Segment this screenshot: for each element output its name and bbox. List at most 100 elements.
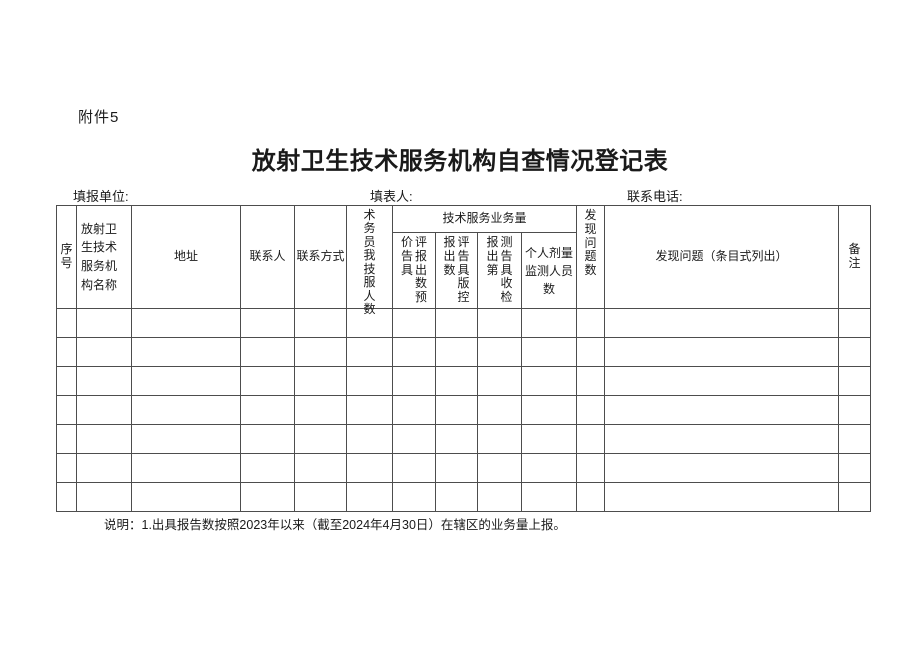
empty-cell[interactable] <box>392 424 436 454</box>
empty-cell[interactable] <box>346 453 393 483</box>
empty-cell[interactable] <box>435 482 478 512</box>
empty-cell[interactable] <box>76 337 132 367</box>
empty-cell[interactable] <box>520 424 578 454</box>
empty-cell[interactable] <box>520 308 578 338</box>
empty-cell[interactable] <box>392 308 436 338</box>
empty-cell[interactable] <box>131 395 241 425</box>
empty-cell[interactable] <box>240 453 295 483</box>
empty-cell[interactable] <box>76 424 132 454</box>
empty-cell[interactable] <box>131 482 241 512</box>
empty-cell[interactable] <box>392 453 436 483</box>
empty-cell[interactable] <box>477 424 522 454</box>
empty-cell[interactable] <box>76 395 132 425</box>
empty-cell[interactable] <box>131 424 241 454</box>
empty-cell[interactable] <box>604 308 840 338</box>
empty-cell[interactable] <box>435 366 478 396</box>
empty-cell[interactable] <box>477 337 522 367</box>
empty-cell[interactable] <box>131 366 241 396</box>
empty-cell[interactable] <box>604 337 840 367</box>
empty-cell[interactable] <box>294 366 347 396</box>
empty-cell[interactable] <box>838 395 872 425</box>
empty-cell[interactable] <box>838 482 872 512</box>
empty-cell[interactable] <box>477 366 522 396</box>
empty-cell[interactable] <box>131 337 241 367</box>
empty-cell[interactable] <box>240 482 295 512</box>
empty-cell[interactable] <box>240 395 295 425</box>
empty-cell[interactable] <box>76 482 132 512</box>
note-text: 说明：1.出具报告数按照2023年以来（截至2024年4月30日）在辖区的业务量… <box>104 518 566 532</box>
empty-cell[interactable] <box>477 308 522 338</box>
empty-cell[interactable] <box>520 337 578 367</box>
empty-cell[interactable] <box>346 337 393 367</box>
header-service-volume-group: 技术服务业务量 <box>391 205 578 233</box>
empty-cell[interactable] <box>838 366 872 396</box>
empty-cell[interactable] <box>240 308 295 338</box>
empty-cell[interactable] <box>477 482 522 512</box>
empty-cell[interactable] <box>576 395 606 425</box>
empty-cell[interactable] <box>392 337 436 367</box>
empty-cell[interactable] <box>56 337 77 367</box>
empty-cell[interactable] <box>477 453 522 483</box>
empty-cell[interactable] <box>76 366 132 396</box>
table-row <box>56 366 872 396</box>
empty-cell[interactable] <box>56 308 77 338</box>
empty-cell[interactable] <box>576 366 606 396</box>
empty-cell[interactable] <box>576 453 606 483</box>
empty-cell[interactable] <box>520 453 578 483</box>
empty-cell[interactable] <box>346 395 393 425</box>
empty-cell[interactable] <box>56 366 77 396</box>
empty-cell[interactable] <box>435 308 478 338</box>
empty-cell[interactable] <box>435 337 478 367</box>
empty-cell[interactable] <box>294 395 347 425</box>
empty-cell[interactable] <box>520 366 578 396</box>
empty-cell[interactable] <box>576 308 606 338</box>
empty-cell[interactable] <box>520 395 578 425</box>
header-detect-left: 报出第 <box>486 235 499 277</box>
empty-cell[interactable] <box>294 482 347 512</box>
empty-cell[interactable] <box>240 366 295 396</box>
empty-cell[interactable] <box>294 337 347 367</box>
empty-cell[interactable] <box>435 424 478 454</box>
empty-cell[interactable] <box>392 482 436 512</box>
empty-cell[interactable] <box>56 482 77 512</box>
empty-cell[interactable] <box>604 453 840 483</box>
empty-cell[interactable] <box>477 395 522 425</box>
empty-cell[interactable] <box>435 395 478 425</box>
empty-cell[interactable] <box>520 482 578 512</box>
empty-cell[interactable] <box>604 482 840 512</box>
empty-cell[interactable] <box>76 453 132 483</box>
empty-cell[interactable] <box>240 424 295 454</box>
attachment-label: 附件5 <box>78 109 120 126</box>
empty-cell[interactable] <box>56 453 77 483</box>
empty-cell[interactable] <box>838 337 872 367</box>
header-org-name: 放射卫生技术服务机构名称 <box>76 205 132 309</box>
empty-cell[interactable] <box>240 337 295 367</box>
empty-cell[interactable] <box>576 482 606 512</box>
empty-cell[interactable] <box>131 453 241 483</box>
empty-cell[interactable] <box>76 308 132 338</box>
header-org-name-label: 放射卫生技术服务机构名称 <box>81 221 118 292</box>
empty-cell[interactable] <box>838 424 872 454</box>
empty-cell[interactable] <box>604 395 840 425</box>
empty-cell[interactable] <box>838 308 872 338</box>
empty-cell[interactable] <box>346 366 393 396</box>
empty-cell[interactable] <box>294 308 347 338</box>
empty-cell[interactable] <box>56 395 77 425</box>
empty-cell[interactable] <box>435 453 478 483</box>
empty-cell[interactable] <box>392 366 436 396</box>
empty-cell[interactable] <box>392 395 436 425</box>
empty-cell[interactable] <box>294 424 347 454</box>
empty-cell[interactable] <box>604 424 840 454</box>
empty-cell[interactable] <box>576 424 606 454</box>
empty-cell[interactable] <box>131 308 241 338</box>
empty-cell[interactable] <box>294 453 347 483</box>
empty-cell[interactable] <box>346 482 393 512</box>
empty-cell[interactable] <box>604 366 840 396</box>
empty-cell[interactable] <box>346 424 393 454</box>
empty-cell[interactable] <box>838 453 872 483</box>
empty-cell[interactable] <box>346 308 393 338</box>
header-problems-detail: 发现问题（条目式列出） <box>604 205 840 309</box>
empty-cell[interactable] <box>56 424 77 454</box>
empty-cell[interactable] <box>576 337 606 367</box>
table-row <box>56 395 872 425</box>
